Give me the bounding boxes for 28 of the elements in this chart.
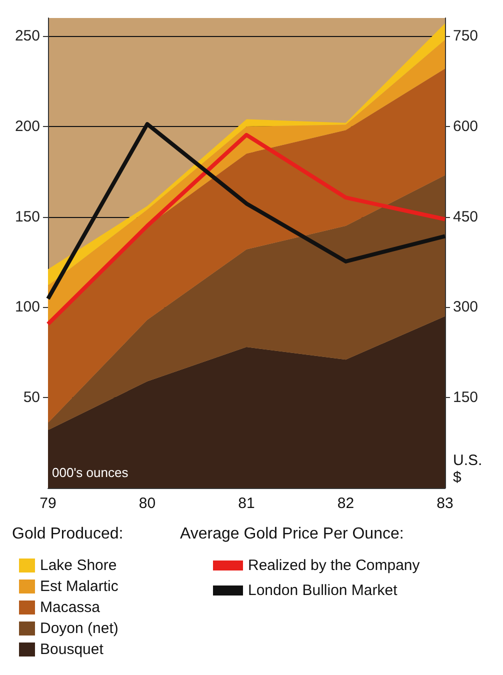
- x-tick-label: 82: [337, 495, 354, 512]
- legend-label: Est Malartic: [40, 578, 119, 595]
- text: Average Gold Price Per Ounce:: [180, 526, 404, 542]
- legend-title: Gold Produced:: [12, 526, 124, 542]
- legend-label: Lake Shore: [40, 557, 117, 574]
- y-tick-label: 50: [23, 389, 40, 406]
- line-series: [46, 122, 447, 301]
- x-tick-label: 80: [138, 495, 156, 512]
- legend-label: Macassa: [40, 599, 101, 616]
- x-tick-label: 79: [40, 495, 56, 512]
- legend-label: London Bullion Market: [248, 582, 398, 599]
- y-tick-label: 100: [14, 298, 40, 316]
- y2-tick-label: 150: [453, 389, 478, 406]
- y2-tick-label: 300: [453, 298, 478, 316]
- y2-tick-label: 750: [453, 28, 478, 45]
- y2-tick-label: 600: [453, 118, 478, 135]
- y-tick-label: 150: [14, 208, 40, 226]
- legend-label: Bousquet: [40, 641, 104, 658]
- line-series: [46, 132, 447, 326]
- y2-axis-title: U.S. $: [453, 452, 486, 486]
- y-tick-label: 200: [14, 118, 40, 135]
- x-tick-label: 83: [436, 495, 454, 512]
- legend-label: Realized by the Company: [248, 557, 420, 574]
- x-tick-label: 81: [238, 495, 255, 512]
- y-tick-label: 250: [14, 28, 40, 45]
- legend-label: Doyon (net): [40, 620, 118, 637]
- y-axis-title: 000's ounces: [52, 465, 129, 480]
- y2-tick-label: 450: [453, 208, 478, 226]
